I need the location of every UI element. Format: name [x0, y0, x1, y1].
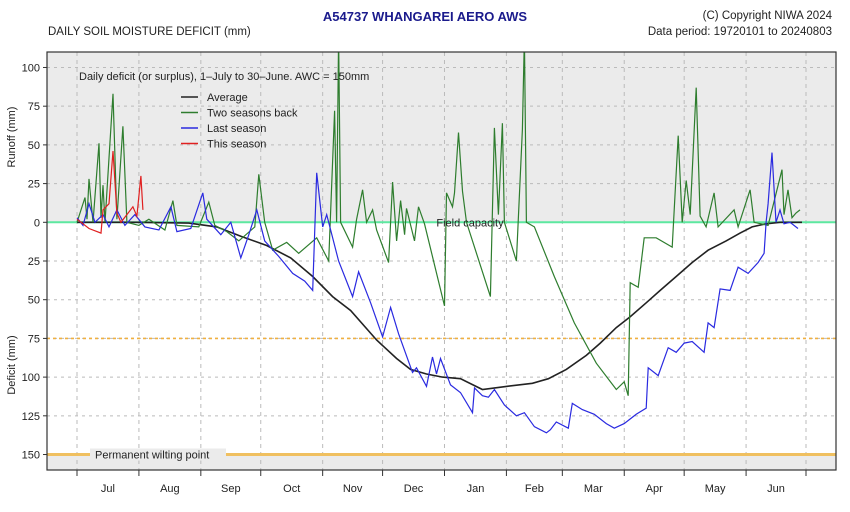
y-tick-label: 100 — [22, 372, 40, 384]
series-line-average — [77, 221, 802, 391]
wilting-shade — [47, 454, 836, 470]
y-tick-label: 125 — [22, 411, 40, 423]
y-tick-label: 0 — [34, 217, 40, 229]
x-tick-label: Apr — [646, 483, 663, 495]
legend-label: Two seasons back — [207, 108, 298, 120]
x-tick-label: Oct — [283, 483, 300, 495]
chart-subtitle: DAILY SOIL MOISTURE DEFICIT (mm) — [48, 26, 251, 38]
y-axis-label-deficit: Deficit (mm) — [6, 335, 18, 394]
plot-area: 100 75 50 25 0 25 50 75 100 125 150 Jul Aug Sep Oct Nov… — [22, 51, 837, 495]
plot-frame — [46, 51, 837, 471]
data-period-text: Data period: 19720101 to 20240803 — [648, 26, 832, 38]
y-tick-label: 100 — [22, 62, 40, 74]
y-tick-label: 75 — [28, 333, 40, 345]
x-tick-label: Nov — [343, 483, 363, 495]
y-tick-label: 150 — [22, 450, 40, 462]
legend-label: This season — [207, 139, 266, 151]
y-tick-label: 50 — [28, 295, 40, 307]
x-tick-label: Jan — [467, 483, 485, 495]
chart-title: A54737 WHANGAREI AERO AWS — [323, 9, 528, 24]
legend: Average Two seasons back Last season This s… — [181, 92, 298, 151]
series-line-two-seasons-back — [76, 52, 801, 396]
x-tick-label: Aug — [160, 483, 180, 495]
series-line-last-season — [76, 152, 799, 434]
wilting-label-bg — [90, 448, 226, 461]
y-tick-label: 25 — [28, 256, 40, 268]
x-tick-label: Jul — [101, 483, 115, 495]
copyright-text: (C) Copyright NIWA 2024 — [703, 10, 833, 22]
x-tick-label: Mar — [584, 483, 603, 495]
y-tick-label: 75 — [28, 101, 40, 113]
wilting-point-label: Permanent wilting point — [95, 450, 209, 462]
y-tick-label: 50 — [28, 140, 40, 152]
runoff-shade — [47, 52, 836, 223]
x-tick-label: Jun — [767, 483, 785, 495]
x-tick-label: Dec — [404, 483, 424, 495]
x-tick-label: Feb — [525, 483, 544, 495]
x-tick-label: Sep — [221, 483, 241, 495]
legend-label: Average — [207, 92, 248, 104]
field-capacity-label: Field capacity — [436, 217, 504, 229]
y-tick-label: 25 — [28, 179, 40, 191]
x-tick-label: May — [705, 483, 726, 495]
y-axis-label-runoff: Runoff (mm) — [6, 107, 18, 168]
series-line-this-season — [76, 151, 144, 234]
chart-annotation: Daily deficit (or surplus), 1–July to 30… — [79, 71, 369, 83]
legend-label: Last season — [207, 123, 266, 135]
